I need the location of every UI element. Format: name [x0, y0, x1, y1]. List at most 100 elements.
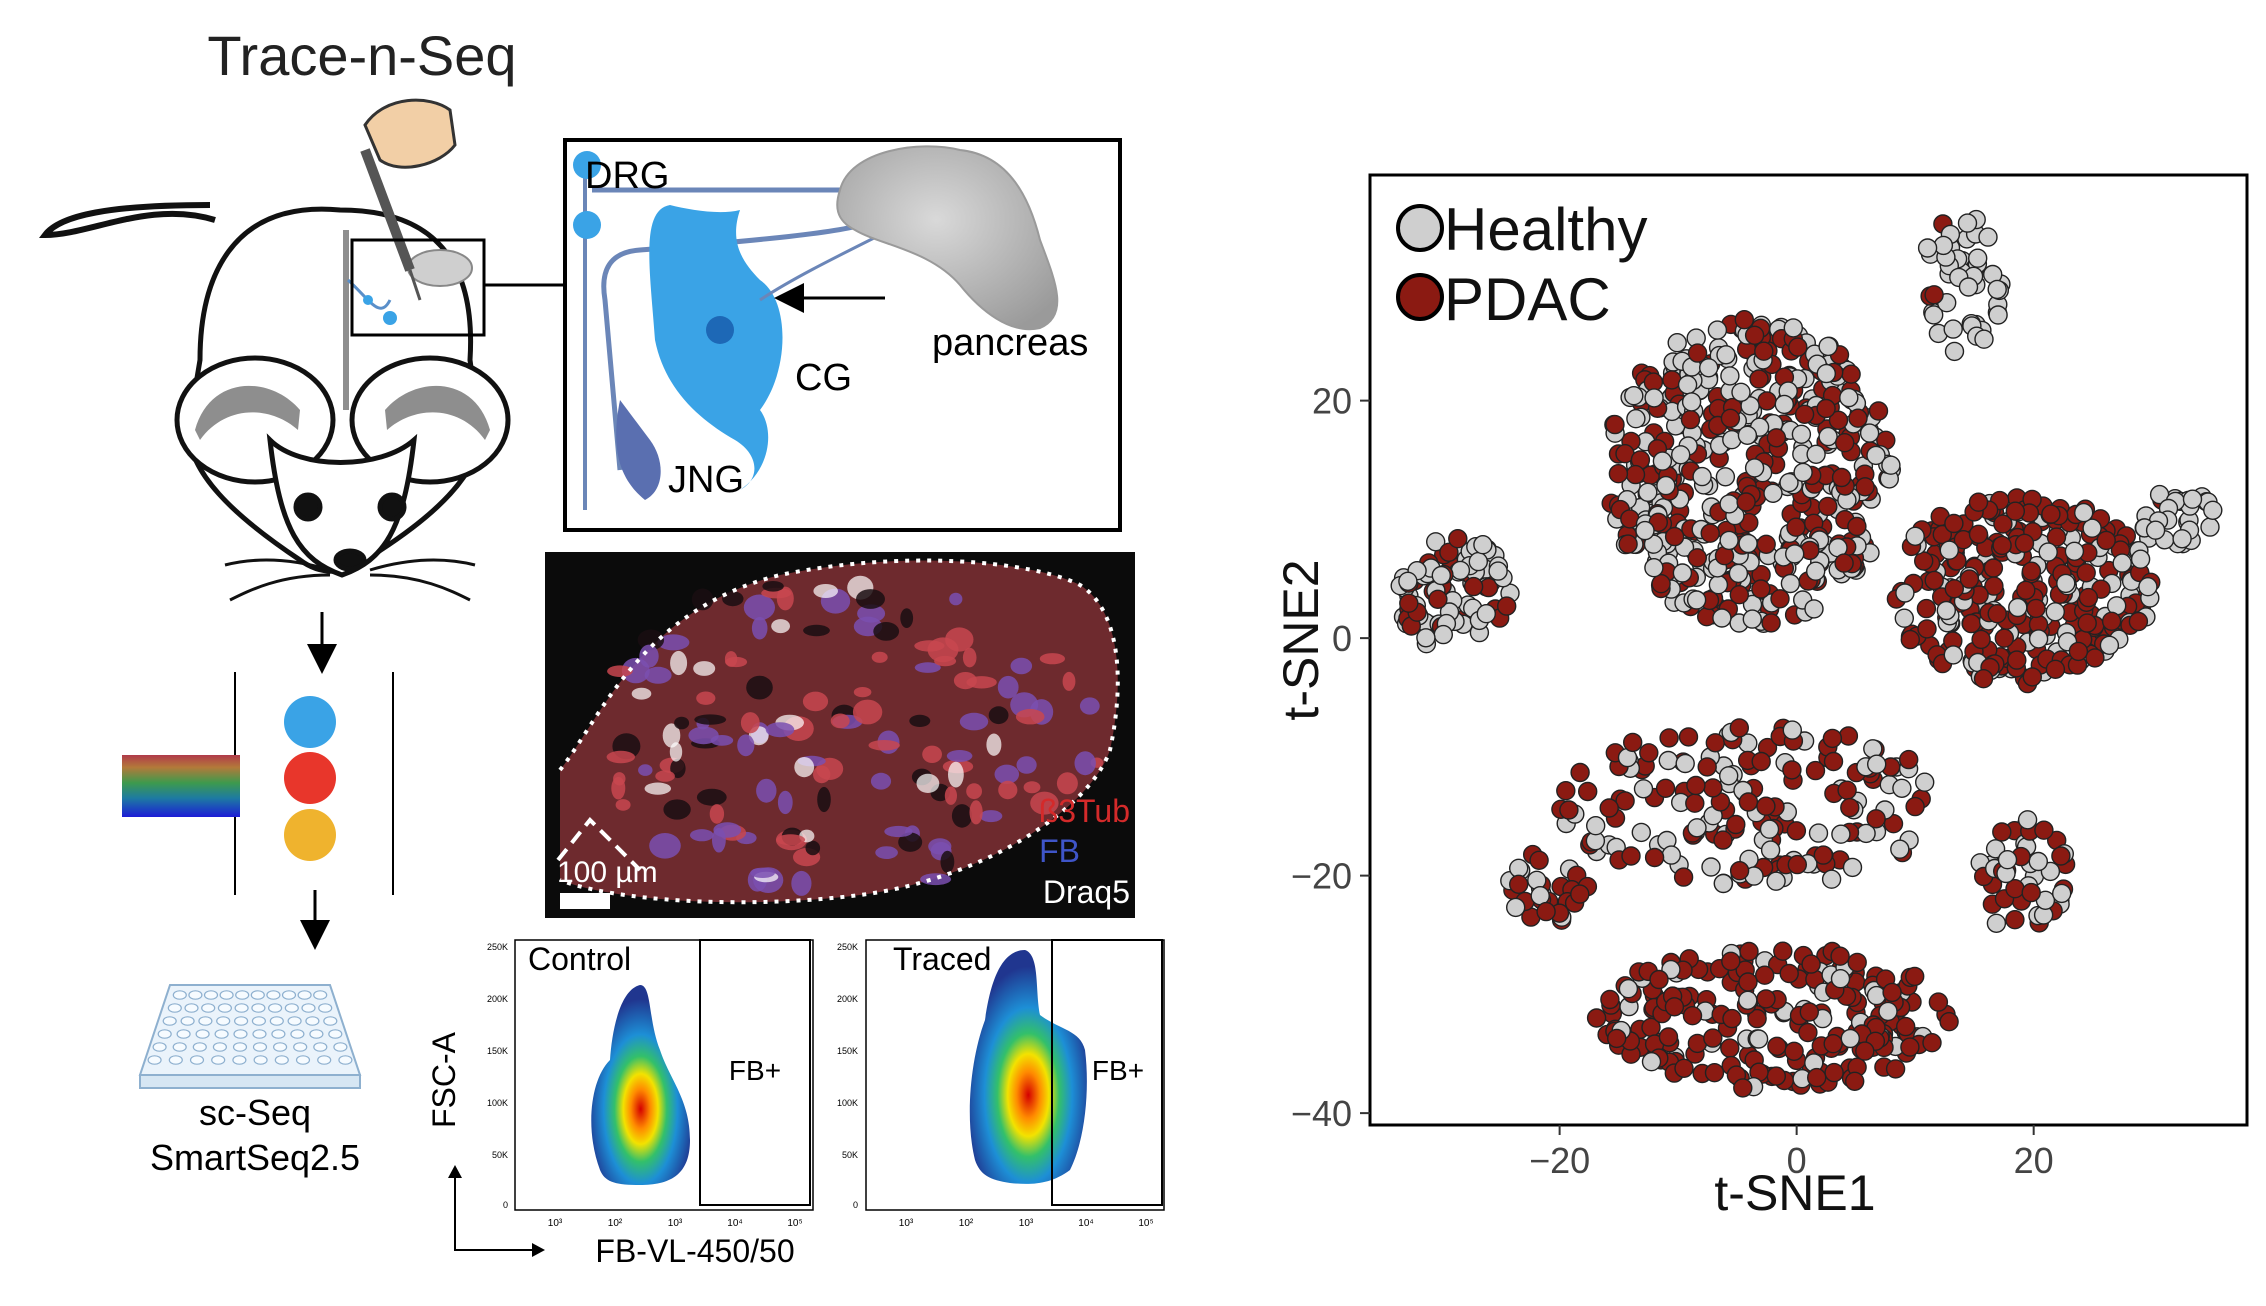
- cell-blob: [962, 647, 977, 668]
- cell-blob: [691, 588, 714, 611]
- panel-title: Trace-n-Seq: [207, 24, 516, 87]
- point-pdac-3-210: [2045, 659, 2066, 679]
- x-tick-label: −20: [1529, 1140, 1590, 1181]
- point-pdac-1-376: [1841, 364, 1861, 384]
- plate-well: [271, 1029, 286, 1039]
- point-healthy-5-152: [1892, 778, 1912, 798]
- point-pdac-3-220: [1917, 619, 1937, 639]
- point-pdac-8-137: [1844, 1071, 1865, 1092]
- svg-text:250K: 250K: [487, 942, 508, 952]
- zoom-source-box: [350, 238, 486, 337]
- plate-well: [176, 1029, 191, 1039]
- cell-blob: [944, 786, 958, 805]
- point-healthy-1-477: [1672, 563, 1693, 583]
- point-healthy-0-26: [1957, 213, 1978, 233]
- point-healthy-2-7: [2200, 517, 2220, 537]
- plate-well: [333, 1042, 348, 1052]
- x-tick-label: 20: [2014, 1140, 2054, 1181]
- point-pdac-8-203: [1847, 952, 1867, 973]
- point-pdac-5-143: [1813, 845, 1834, 865]
- point-pdac-5-166: [1787, 854, 1808, 875]
- point-pdac-3-267: [2085, 648, 2105, 668]
- scale-bar: [560, 893, 610, 909]
- x-tick-label: 0: [1787, 1140, 1807, 1181]
- cell-blob: [606, 750, 635, 764]
- point-pdac-8-128: [1754, 965, 1775, 985]
- point-pdac-8-213: [1806, 1067, 1827, 1088]
- point-healthy-0-38: [1923, 305, 1944, 325]
- cell-blob: [870, 772, 892, 790]
- plate-well: [219, 990, 234, 1000]
- point-pdac-8-215: [1900, 1037, 1920, 1057]
- point-healthy-8-204: [1641, 1051, 1662, 1072]
- point-pdac-5-158: [1621, 846, 1641, 866]
- plate-well: [273, 1042, 288, 1052]
- point-pdac-5-109: [1678, 727, 1699, 747]
- cell-blob: [969, 800, 983, 825]
- plate-well: [167, 1003, 182, 1013]
- point-healthy-8-96: [1878, 1001, 1898, 1022]
- point-pdac-5-141: [1822, 728, 1843, 749]
- point-pdac-3-238: [1959, 569, 1980, 589]
- point-healthy-1-484: [1686, 590, 1707, 610]
- cell-blob: [777, 790, 793, 815]
- plate-well: [192, 1042, 207, 1052]
- point-pdac-3-145: [1984, 576, 2004, 596]
- sorted-cell-yellow: [284, 809, 336, 861]
- point-pdac-5-112: [1703, 778, 1723, 798]
- y-ticks-control: 250K 200K 150K 100K 50K 0: [487, 942, 508, 1210]
- point-healthy-3-274: [2099, 635, 2120, 655]
- point-healthy-3-213: [2130, 549, 2151, 569]
- svg-text:10³: 10³: [1019, 1218, 1034, 1229]
- plate-well: [287, 1016, 302, 1026]
- cell-blob: [762, 581, 784, 592]
- cell-blob: [1030, 791, 1059, 815]
- cell-blob: [771, 619, 790, 634]
- point-pdac-3-191: [2021, 561, 2042, 581]
- point-pdac-3-298: [2078, 587, 2099, 608]
- point-healthy-3-296: [2112, 553, 2132, 573]
- svg-text:10³: 10³: [668, 1218, 683, 1229]
- point-pdac-8-186: [1904, 966, 1925, 987]
- point-pdac-8-210: [1773, 941, 1793, 961]
- cell-blob: [1039, 653, 1065, 665]
- x-ticks-traced: 10³ 10² 10³ 10⁴ 10⁵: [899, 1218, 1154, 1229]
- cell-blob: [693, 661, 716, 676]
- point-pdac-5-35: [1838, 726, 1859, 746]
- point-healthy-8-207: [1840, 1028, 1861, 1049]
- point-pdac-8-202: [1658, 1027, 1679, 1047]
- point-healthy-5-103: [1585, 816, 1606, 836]
- point-healthy-5-95: [1831, 824, 1851, 844]
- point-pdac-5-154: [1685, 793, 1705, 813]
- svg-text:50K: 50K: [842, 1150, 858, 1160]
- point-healthy-1-471: [1784, 544, 1805, 564]
- point-pdac-8-167: [1600, 989, 1620, 1010]
- point-pdac-4-59: [1439, 542, 1459, 562]
- flow-title-traced: Traced: [893, 941, 991, 977]
- point-healthy-5-25: [1808, 823, 1829, 843]
- point-pdac-1-428: [1794, 404, 1815, 424]
- point-pdac-1-294: [1828, 410, 1849, 430]
- point-pdac-7-36: [2005, 910, 2025, 930]
- point-healthy-1-405: [1712, 608, 1732, 628]
- plate-well: [201, 1003, 216, 1013]
- point-healthy-1-492: [1635, 520, 1655, 541]
- cell-blob: [631, 687, 652, 700]
- point-pdac-8-183: [1855, 1041, 1875, 1061]
- point-healthy-1-403: [1731, 382, 1751, 402]
- plate-well: [211, 1055, 226, 1065]
- svg-text:10²: 10²: [959, 1218, 974, 1229]
- point-healthy-6-24: [1508, 858, 1529, 878]
- point-pdac-5-155: [1673, 867, 1694, 887]
- point-pdac-3-299: [2076, 563, 2096, 583]
- tsne-chart: −20 0 20 20 0 −20 −40 t-SNE1 t-SNE2 Healthy PD…: [1273, 173, 2249, 1221]
- cell-blob: [613, 772, 626, 786]
- point-pdac-3-126: [1983, 558, 2004, 578]
- point-pdac-5-130: [1729, 861, 1750, 881]
- x-ticks-control: 10³ 10² 10³ 10⁴ 10⁵: [548, 1218, 803, 1229]
- cell-blob: [751, 616, 768, 640]
- point-pdac-5-161: [1782, 760, 1802, 780]
- point-healthy-3-266: [2073, 502, 2094, 523]
- point-healthy-5-138: [1760, 840, 1781, 860]
